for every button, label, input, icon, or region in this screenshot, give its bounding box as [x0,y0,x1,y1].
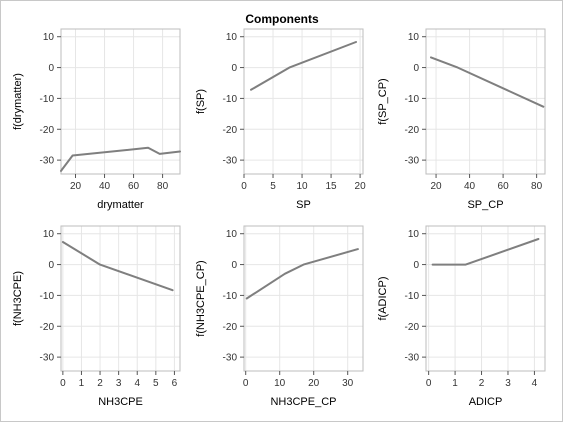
x-tick-label: 80 [531,181,543,192]
y-tick-label: -10 [223,94,238,105]
plot-frame [425,225,546,372]
y-tick-label: -30 [223,353,238,364]
y-tick-label: -10 [405,291,420,302]
x-tick-label: 20 [355,181,367,192]
y-tick-label: -10 [40,291,55,302]
x-axis-label: SP_CP [467,199,503,211]
x-tick-label: 3 [116,378,122,389]
x-tick-label: 15 [326,181,338,192]
panel-4: 0 1 2 3 4 5 6 -30 -20 -10 0 10 NH3CPE f(NH3CPE) [12,225,181,408]
x-tick-label: 60 [128,181,140,192]
x-tick-label: 80 [157,181,169,192]
x-tick-label: 40 [464,181,476,192]
plot-frame [60,28,181,175]
y-tick-label: 0 [413,260,419,271]
x-tick-label: 6 [172,378,178,389]
y-tick-label: -10 [40,94,55,105]
x-tick-label: 1 [452,378,458,389]
y-tick-label: -30 [405,353,420,364]
x-tick-label: 60 [498,181,510,192]
x-axis-label: NH3CPE_CP [270,396,336,408]
y-tick-label: 0 [413,63,419,74]
y-tick-label: 0 [48,63,54,74]
x-tick-label: 3 [505,378,511,389]
x-tick-label: 0 [426,378,432,389]
x-tick-label: 1 [79,378,85,389]
x-axis-label: NH3CPE [98,396,143,408]
x-tick-label: 2 [479,378,485,389]
x-tick-label: 0 [243,378,249,389]
component-curve [250,41,357,91]
y-tick-label: 0 [48,260,54,271]
y-tick-label: -20 [223,125,238,136]
x-tick-label: 30 [342,378,354,389]
y-tick-label: -20 [223,322,238,333]
x-tick-label: 2 [97,378,103,389]
y-tick-label: -30 [223,156,238,167]
y-tick-label: 10 [226,32,238,43]
plot-frame [425,28,546,175]
y-tick-label: -20 [405,125,420,136]
x-tick-label: 0 [241,181,247,192]
y-tick-label: -10 [405,94,420,105]
y-tick-label: 10 [43,229,55,240]
x-tick-label: 4 [134,378,140,389]
y-axis-label: f(drymatter) [12,73,24,130]
y-tick-label: 0 [231,63,237,74]
y-tick-label: -30 [405,156,420,167]
y-tick-label: 10 [408,229,420,240]
x-axis-label: SP [296,199,311,211]
x-tick-label: 20 [430,181,442,192]
y-tick-label: 10 [408,32,420,43]
y-tick-label: -30 [40,156,55,167]
x-tick-label: 10 [274,378,286,389]
panel-1: 20 40 60 80 -30 -20 -10 0 10 drymatter f(drymatter… [12,28,181,211]
y-tick-label: 10 [43,32,55,43]
y-tick-label: 10 [226,229,238,240]
figure-title: Components [245,12,319,26]
x-tick-label: 20 [70,181,82,192]
y-tick-label: -10 [223,291,238,302]
plot-frame [60,225,181,372]
x-tick-label: 20 [308,378,320,389]
y-tick-label: -20 [40,125,55,136]
y-tick-label: -30 [40,353,55,364]
y-tick-label: -20 [40,322,55,333]
component-curve [431,238,540,266]
y-tick-label: -20 [405,322,420,333]
panel-3: 20 40 60 80 -30 -20 -10 0 10 SP_CP f(SP_CP) [377,28,546,211]
component-curve [245,248,359,300]
y-axis-label: f(NH3CPE_CP) [195,260,207,336]
x-tick-label: 40 [99,181,111,192]
plot-frame [243,28,364,175]
component-curve [430,56,545,108]
x-tick-label: 5 [270,181,276,192]
y-tick-label: 0 [231,260,237,271]
plot-frame [243,225,364,372]
x-axis-label: ADICP [469,396,503,408]
component-curve [60,146,181,172]
x-tick-label: 10 [296,181,308,192]
component-curve [61,241,174,292]
y-axis-label: f(SP) [195,89,207,114]
panel-2: 0 5 10 15 20 -30 -20 -10 0 10 SP f(SP) [195,28,367,211]
x-tick-label: 5 [153,378,159,389]
x-tick-label: 0 [60,378,66,389]
x-axis-label: drymatter [97,199,144,211]
panel-6: 0 1 2 3 4 -30 -20 -10 0 10 ADICP f(ADICP) [377,225,546,408]
panel-5: 0 10 20 30 -30 -20 -10 0 10 NH3CPE_CP f(NH3CPE_CP) [195,225,364,408]
y-axis-label: f(NH3CPE) [12,271,24,326]
y-axis-label: f(SP_CP) [377,78,389,124]
y-axis-label: f(ADICP) [377,277,389,321]
x-tick-label: 4 [532,378,538,389]
